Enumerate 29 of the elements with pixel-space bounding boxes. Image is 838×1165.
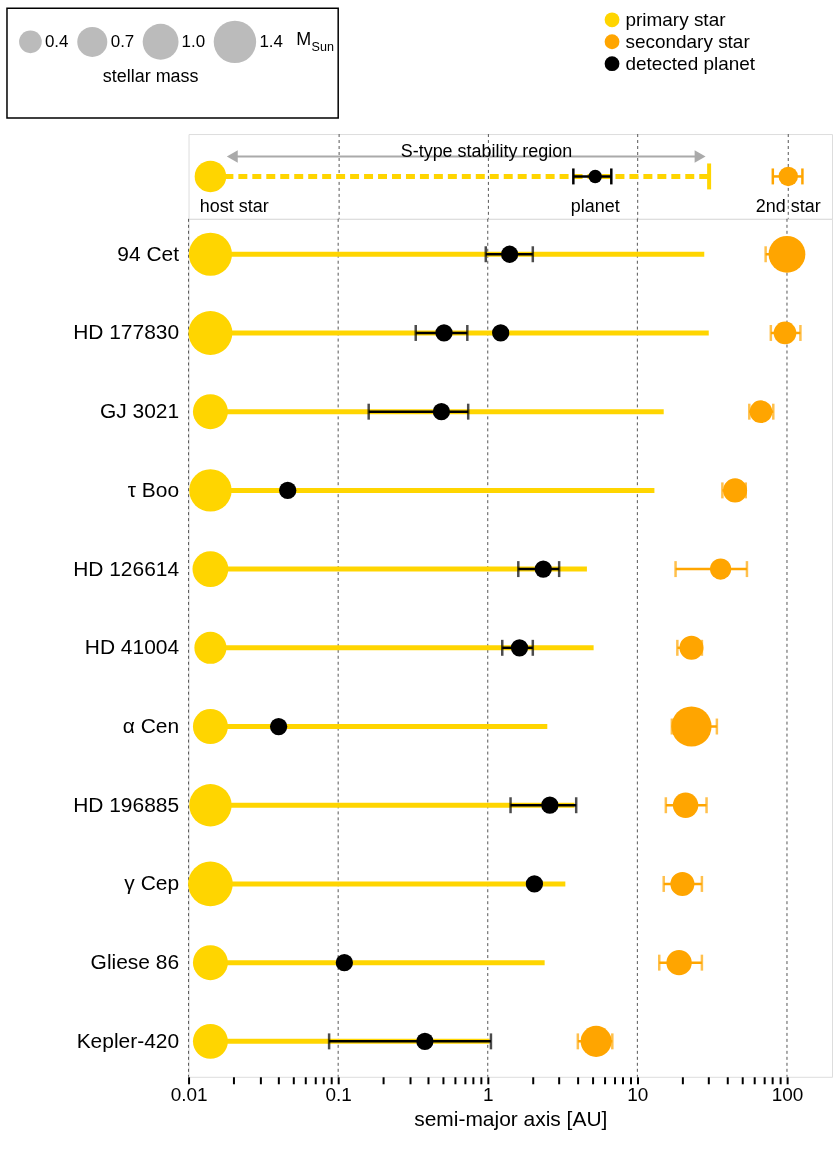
y-tick-label: γ Cep (124, 871, 180, 895)
x-tick-label: 1 (482, 1084, 494, 1106)
legend-label: 0.7 (110, 31, 135, 51)
text: 2nd star (755, 196, 821, 217)
y-tick-label: Gliese 86 (90, 950, 180, 974)
legend-label: primary star (625, 8, 726, 30)
x-tick-label: 0.1 (325, 1084, 352, 1106)
legend-title: stellar mass (102, 66, 199, 87)
y-tick-label: HD 196885 (73, 792, 180, 816)
legend-label: secondary star (625, 30, 750, 52)
legend-label: 0.4 (44, 31, 69, 51)
y-tick-label: α Cen (122, 714, 180, 738)
y-tick-label: τ Boo (127, 477, 180, 501)
x-tick-label: 100 (771, 1084, 804, 1106)
text: host star (199, 196, 269, 217)
text: planet (570, 196, 620, 217)
text: S-type stability region (400, 141, 573, 162)
y-tick-label: HD 41004 (84, 635, 180, 659)
legend-label: 1.4 (259, 31, 283, 51)
x-tick-label: 10 (627, 1084, 649, 1106)
y-tick-label: 94 Cet (117, 241, 180, 265)
x-axis-title: semi-major axis [AU] (414, 1107, 608, 1131)
y-tick-label: HD 177830 (73, 320, 180, 344)
legend-label: 1.0 (181, 31, 206, 51)
y-tick-label: HD 126614 (73, 556, 180, 580)
y-tick-label: Kepler-420 (76, 1028, 180, 1052)
legend-label: detected planet (625, 52, 756, 74)
x-tick-label: 0.01 (170, 1084, 208, 1106)
y-tick-label: GJ 3021 (99, 399, 180, 423)
